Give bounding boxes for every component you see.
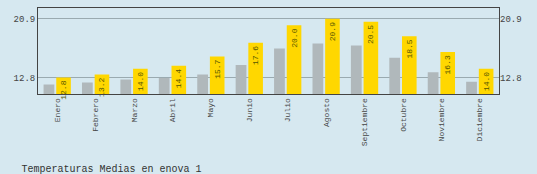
- svg-text:14.0: 14.0: [136, 72, 145, 91]
- svg-text:Mayo: Mayo: [206, 98, 215, 117]
- svg-text:Julio: Julio: [283, 98, 292, 122]
- svg-text:Enero: Enero: [53, 98, 62, 122]
- svg-text:12.8: 12.8: [59, 80, 68, 99]
- svg-text:Junio: Junio: [245, 98, 254, 122]
- svg-text:12.8: 12.8: [500, 74, 522, 84]
- svg-text:Febrero: Febrero: [91, 98, 100, 132]
- svg-text:13.2: 13.2: [97, 77, 106, 96]
- svg-text:Agosto: Agosto: [322, 98, 331, 127]
- svg-text:20.9: 20.9: [14, 15, 36, 25]
- svg-text:15.7: 15.7: [213, 59, 222, 78]
- svg-text:14.4: 14.4: [174, 69, 183, 88]
- svg-text:16.3: 16.3: [443, 55, 452, 74]
- svg-text:Marzo: Marzo: [130, 98, 139, 122]
- svg-text:Octubre: Octubre: [399, 98, 408, 132]
- svg-text:14.0: 14.0: [482, 72, 491, 91]
- svg-text:Septiembre: Septiembre: [360, 98, 369, 146]
- svg-text:12.8: 12.8: [14, 74, 36, 84]
- svg-text:20.9: 20.9: [500, 15, 522, 25]
- svg-text:Diciembre: Diciembre: [475, 98, 484, 141]
- svg-text:18.5: 18.5: [405, 39, 414, 58]
- svg-text:20.5: 20.5: [366, 25, 375, 44]
- svg-text:17.6: 17.6: [251, 46, 260, 65]
- svg-text:Abril: Abril: [168, 98, 177, 122]
- svg-text:Noviembre: Noviembre: [437, 98, 446, 141]
- svg-text:20.9: 20.9: [328, 22, 337, 41]
- svg-text:Temperaturas Medias en enova 1: Temperaturas Medias en enova 1: [21, 164, 201, 174]
- svg-text:20.0: 20.0: [290, 28, 299, 47]
